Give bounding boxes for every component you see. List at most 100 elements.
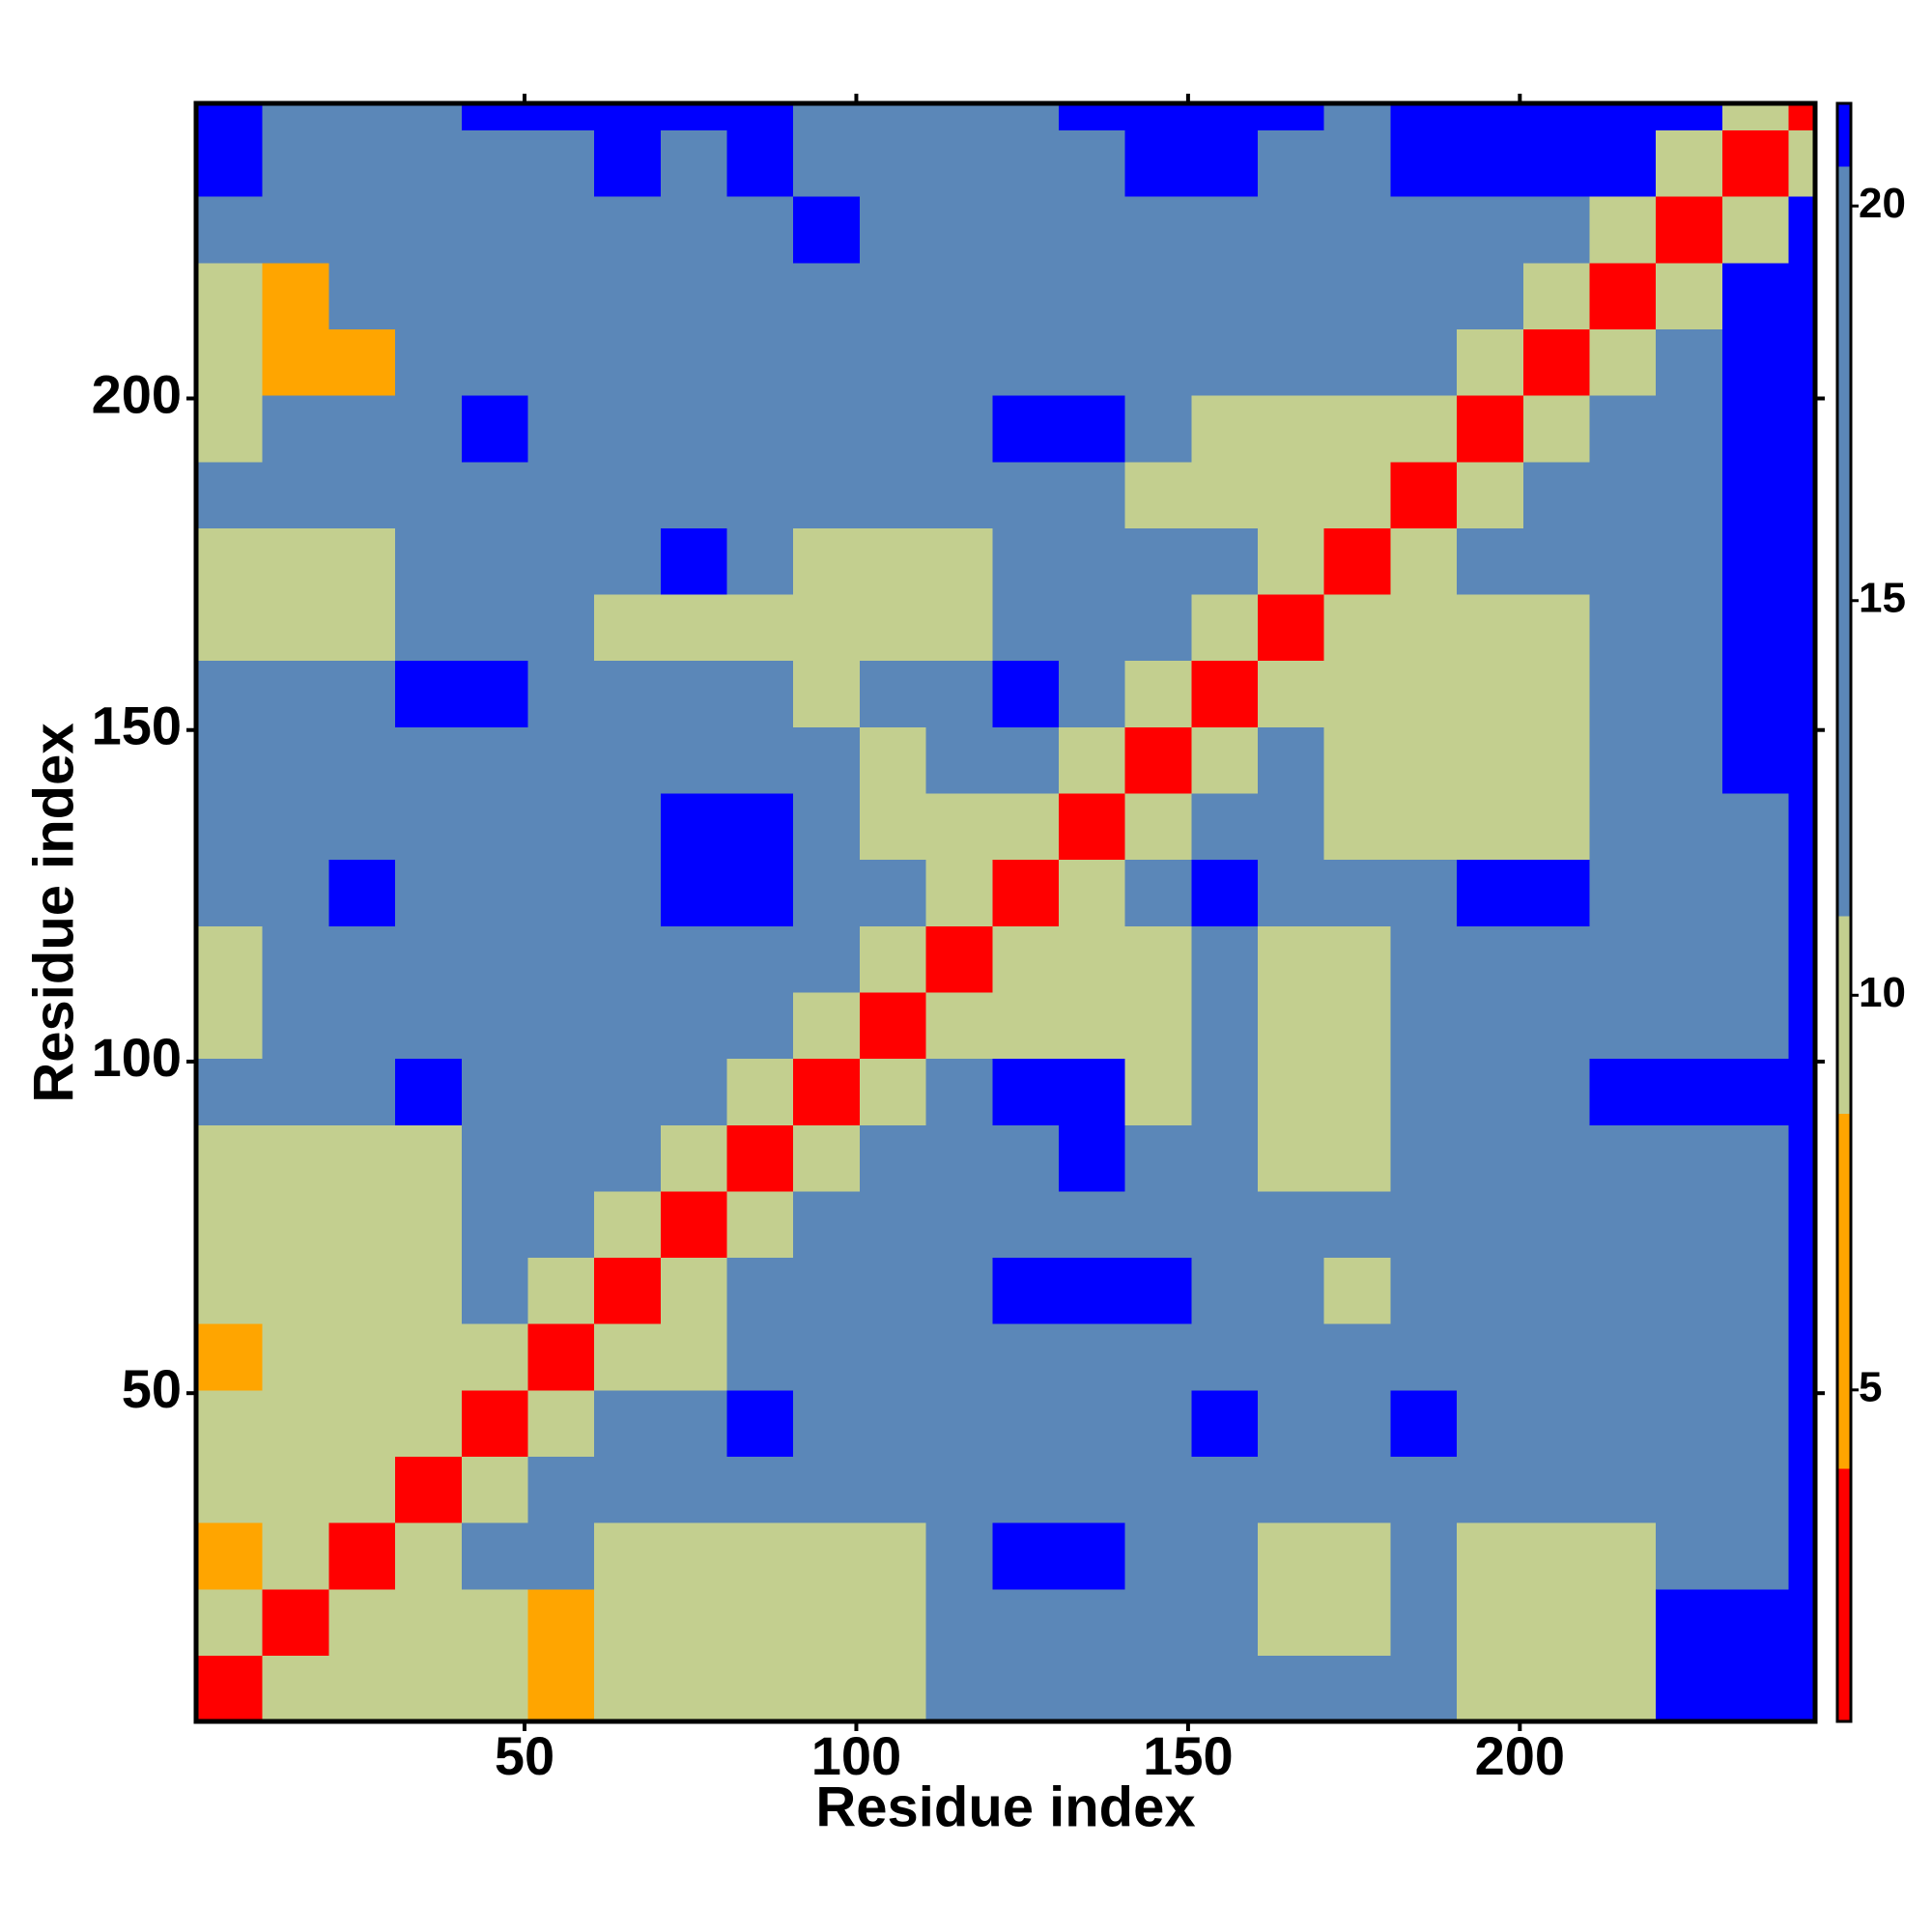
cell	[1656, 1456, 1723, 1523]
cell	[1390, 103, 1458, 131]
cell	[196, 1058, 264, 1125]
cell	[1191, 262, 1259, 330]
cell	[461, 991, 529, 1060]
cell	[1058, 1124, 1126, 1192]
cell	[1656, 1124, 1723, 1192]
cell	[1522, 328, 1591, 396]
cell	[1589, 1323, 1657, 1391]
cell	[328, 1389, 396, 1458]
cell	[1721, 196, 1790, 264]
cell	[527, 859, 595, 926]
cell	[793, 726, 861, 794]
cell	[1058, 1323, 1126, 1391]
cell	[461, 103, 529, 131]
cell	[461, 1522, 529, 1590]
cell	[1323, 527, 1391, 595]
cell	[1058, 660, 1126, 727]
cell	[992, 1456, 1060, 1523]
y-tick-label: 100	[92, 1027, 182, 1088]
cell	[1522, 792, 1591, 861]
cell	[1788, 1588, 1816, 1656]
cell	[1788, 1124, 1816, 1192]
cell	[395, 1190, 463, 1259]
cell	[1390, 527, 1458, 595]
cell	[1589, 328, 1657, 396]
cell	[1522, 991, 1591, 1060]
cell	[594, 859, 662, 926]
cell	[1656, 1257, 1723, 1324]
cell	[925, 129, 993, 197]
cell	[527, 103, 595, 131]
cell	[1191, 1389, 1259, 1458]
cell	[1589, 859, 1657, 926]
cell	[1522, 1655, 1591, 1722]
cell	[1589, 925, 1657, 993]
cell	[660, 1124, 728, 1192]
cell	[262, 1058, 329, 1125]
cell	[925, 925, 993, 993]
cell	[395, 660, 463, 727]
cell	[527, 925, 595, 993]
cell	[1457, 262, 1524, 330]
cell	[328, 726, 396, 794]
cell	[1258, 859, 1325, 926]
cell	[992, 1522, 1060, 1590]
cell	[1457, 1588, 1524, 1656]
cell	[1058, 1655, 1126, 1722]
cell	[1457, 726, 1524, 794]
cell	[859, 1124, 927, 1192]
x-tick-label: 200	[1475, 1725, 1565, 1786]
cell	[925, 792, 993, 861]
cell	[1323, 1588, 1391, 1656]
cell	[262, 925, 329, 993]
x-tick-label: 100	[811, 1725, 901, 1786]
cell	[527, 1058, 595, 1125]
cell	[196, 1456, 264, 1523]
cell	[1191, 660, 1259, 727]
cell	[262, 991, 329, 1060]
cell	[527, 395, 595, 463]
cell	[1656, 660, 1723, 727]
cell	[1323, 395, 1391, 463]
cell	[726, 1190, 794, 1259]
cell	[1390, 461, 1458, 528]
cell	[925, 1257, 993, 1324]
cell	[395, 859, 463, 926]
cell	[660, 859, 728, 926]
cell	[859, 925, 927, 993]
cell	[461, 1456, 529, 1523]
cell	[793, 859, 861, 926]
cell	[1191, 1655, 1259, 1722]
cell	[1656, 925, 1723, 993]
cell	[1258, 1588, 1325, 1656]
cell	[1589, 1456, 1657, 1523]
cell	[262, 1522, 329, 1590]
cell	[660, 1323, 728, 1391]
cell	[328, 1588, 396, 1656]
cell	[1589, 726, 1657, 794]
cell	[1721, 1456, 1790, 1523]
cell	[660, 1588, 728, 1656]
cell	[1058, 1190, 1126, 1259]
cell	[925, 103, 993, 131]
cell	[262, 660, 329, 727]
cell	[1721, 527, 1790, 595]
cell	[262, 1655, 329, 1722]
cell	[793, 660, 861, 727]
cell	[726, 1655, 794, 1722]
cell	[660, 1522, 728, 1590]
cell	[1788, 660, 1816, 727]
cell	[328, 1655, 396, 1722]
cell	[793, 792, 861, 861]
cell	[925, 461, 993, 528]
cell	[660, 1257, 728, 1324]
cell	[1258, 925, 1325, 993]
cell	[1721, 792, 1790, 861]
cell	[1522, 1522, 1591, 1590]
cell	[1390, 1456, 1458, 1523]
cell	[328, 527, 396, 595]
cell	[1058, 461, 1126, 528]
cell	[793, 1456, 861, 1523]
cell	[527, 1456, 595, 1523]
cell	[395, 991, 463, 1060]
